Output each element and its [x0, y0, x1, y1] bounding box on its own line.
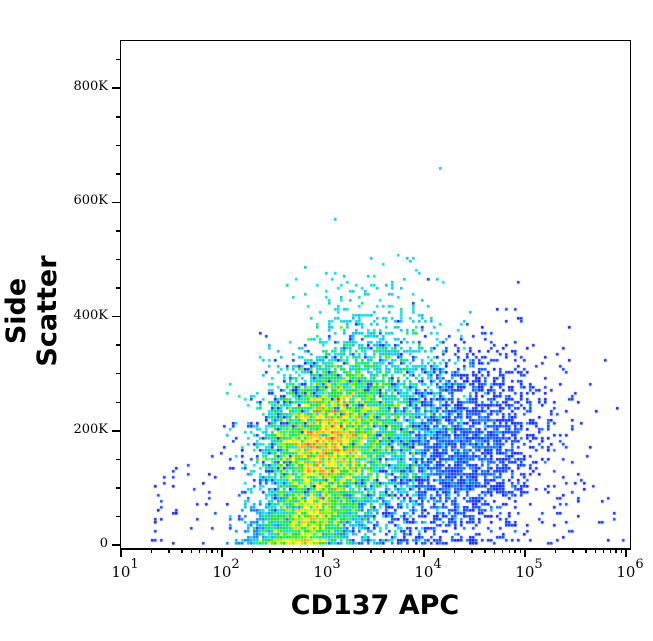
x-minor-tick — [413, 549, 415, 553]
x-minor-tick — [400, 549, 403, 553]
y-major-tick — [112, 315, 120, 318]
x-minor-tick — [317, 549, 320, 553]
y-minor-tick — [116, 116, 120, 118]
y-minor-tick — [116, 372, 120, 375]
x-axis-title: CD137 APC — [290, 590, 460, 621]
x-tick-exponent: 5 — [534, 557, 543, 572]
x-minor-tick — [493, 549, 496, 553]
y-tick-label: 200K — [73, 421, 108, 437]
x-major-tick — [322, 549, 324, 557]
x-minor-tick — [181, 549, 183, 553]
x-minor-tick — [594, 549, 597, 553]
x-minor-tick — [190, 549, 193, 553]
x-minor-tick — [609, 549, 612, 553]
x-tick-label: 103 — [307, 557, 347, 581]
x-tick-base: 10 — [515, 563, 535, 581]
x-major-tick — [423, 549, 425, 557]
x-minor-tick — [418, 549, 421, 553]
x-minor-tick — [312, 549, 314, 553]
x-minor-tick — [471, 549, 473, 553]
x-minor-tick — [514, 549, 516, 553]
y-minor-tick — [116, 344, 120, 346]
x-minor-tick — [150, 549, 153, 553]
y-tick-label: 800K — [73, 79, 108, 95]
y-minor-tick — [116, 173, 120, 175]
x-minor-tick — [168, 549, 170, 553]
x-minor-tick — [554, 549, 557, 553]
x-minor-tick — [585, 549, 587, 553]
x-tick-exponent: 2 — [231, 557, 240, 572]
x-tick-base: 10 — [313, 563, 333, 581]
x-minor-tick — [306, 549, 309, 553]
x-minor-tick — [519, 549, 522, 553]
x-minor-tick — [216, 549, 219, 553]
x-tick-label: 106 — [610, 557, 650, 581]
x-tick-base: 10 — [414, 563, 434, 581]
x-minor-tick — [572, 549, 574, 553]
x-minor-tick — [620, 549, 623, 553]
x-tick-exponent: 3 — [332, 557, 341, 572]
y-tick-label: 400K — [73, 307, 108, 323]
y-major-tick — [112, 87, 120, 89]
y-minor-tick — [116, 144, 120, 147]
x-minor-tick — [392, 549, 395, 553]
y-minor-tick — [116, 287, 120, 289]
y-minor-tick — [116, 458, 120, 461]
x-tick-base: 10 — [212, 563, 232, 581]
x-minor-tick — [615, 549, 617, 553]
y-minor-tick — [116, 401, 120, 403]
x-minor-tick — [251, 549, 254, 553]
y-minor-tick — [116, 487, 120, 489]
x-minor-tick — [205, 549, 208, 553]
x-tick-exponent: 6 — [635, 557, 644, 572]
x-major-tick — [120, 549, 122, 557]
x-major-tick — [625, 549, 627, 557]
x-minor-tick — [198, 549, 201, 553]
x-minor-tick — [602, 549, 605, 553]
x-major-tick — [524, 549, 526, 557]
x-minor-tick — [508, 549, 511, 553]
x-tick-label: 104 — [408, 557, 448, 581]
x-axis-line — [120, 548, 631, 550]
x-tick-label: 101 — [105, 557, 145, 581]
density-plot-area — [121, 41, 630, 548]
x-major-tick — [221, 549, 223, 557]
x-minor-tick — [370, 549, 372, 553]
x-tick-base: 10 — [616, 563, 636, 581]
x-tick-base: 10 — [111, 563, 131, 581]
x-minor-tick — [453, 549, 456, 553]
y-major-tick — [112, 430, 120, 432]
x-minor-tick — [282, 549, 284, 553]
x-tick-label: 102 — [206, 557, 246, 581]
y-minor-tick — [116, 230, 120, 232]
y-minor-tick — [116, 58, 120, 61]
x-tick-exponent: 4 — [433, 557, 442, 572]
y-minor-tick — [116, 258, 120, 261]
y-major-tick — [112, 201, 120, 204]
x-minor-tick — [269, 549, 271, 553]
y-tick-label: 600K — [73, 193, 108, 209]
y-minor-tick — [116, 515, 120, 518]
x-minor-tick — [291, 549, 294, 553]
x-minor-tick — [383, 549, 385, 553]
x-minor-tick — [352, 549, 355, 553]
y-axis-title: Side Scatter — [1, 255, 63, 367]
x-minor-tick — [299, 549, 302, 553]
x-tick-exponent: 1 — [130, 557, 139, 572]
y-tick-label: 0 — [99, 536, 108, 551]
x-minor-tick — [484, 549, 486, 553]
x-minor-tick — [211, 549, 213, 553]
y-major-tick — [112, 544, 120, 546]
x-minor-tick — [407, 549, 410, 553]
x-tick-label: 105 — [509, 557, 549, 581]
x-minor-tick — [501, 549, 504, 553]
